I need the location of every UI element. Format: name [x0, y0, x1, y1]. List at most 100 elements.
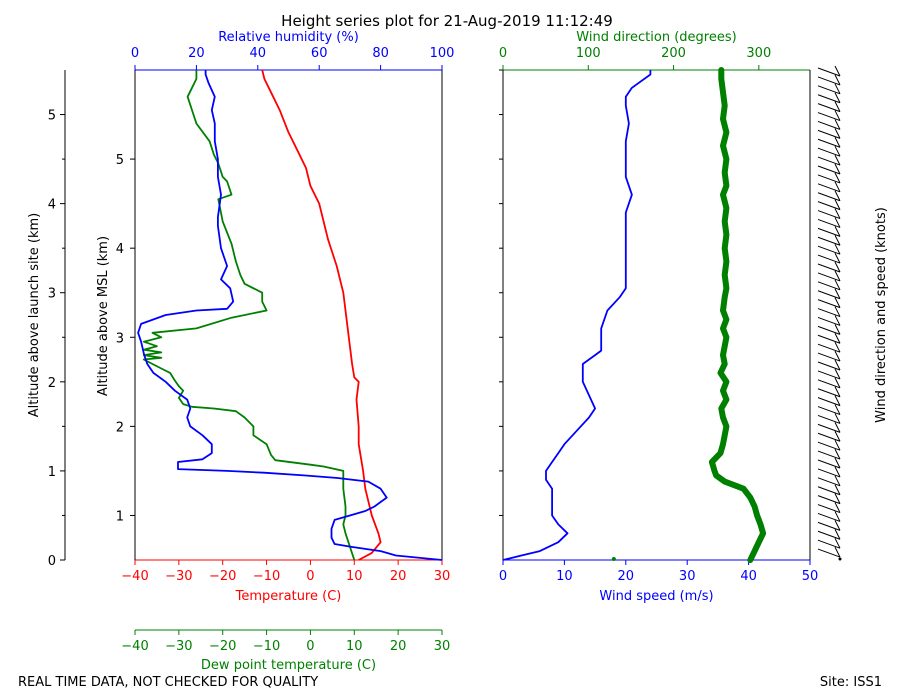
wind-barb-flag — [834, 288, 841, 299]
wind-barb-flag — [834, 119, 841, 130]
wind-barb-flag — [834, 466, 841, 478]
wind-barb-staff — [817, 468, 841, 478]
wind-barb-staff — [817, 361, 841, 371]
wind-barb-staff — [817, 406, 841, 416]
altitude-launch-tick-label: 3 — [48, 287, 56, 302]
rh-tick-label: 80 — [372, 46, 389, 61]
wind-barb-flag — [834, 341, 841, 353]
wind-barb — [817, 154, 841, 166]
wind-barb — [817, 431, 841, 442]
wind-barb-staff — [817, 530, 841, 540]
dewpoint-tick-label: −10 — [253, 639, 280, 654]
altitude-msl-label: Altitude above MSL (km) — [96, 236, 111, 396]
wind-barb — [817, 83, 841, 95]
wind-barb-flag — [834, 386, 841, 397]
wind-barb — [817, 377, 841, 389]
dewpoint-line — [142, 70, 356, 561]
rh-line — [137, 70, 443, 561]
wind-barb — [817, 422, 841, 433]
wind-barb-staff — [817, 512, 841, 522]
temperature-line — [261, 69, 382, 561]
wind-barb-flag — [834, 350, 841, 362]
wind-barb-staff — [817, 245, 841, 255]
wind-barb-flag — [834, 235, 841, 246]
wind-barb-flag — [834, 83, 841, 95]
wind-barb-staff — [817, 432, 841, 442]
rh-tick-label: 100 — [430, 46, 455, 61]
wind-barb-flag — [834, 101, 841, 112]
altitude-msl-tick-label: 2 — [116, 420, 124, 435]
wind-barb-staff — [817, 548, 841, 558]
wind-barb-flag — [834, 128, 841, 139]
wind-barb — [817, 145, 841, 157]
wind-barb-staff — [817, 352, 841, 362]
wind-barb-flag — [834, 422, 841, 433]
wind-speed-line — [502, 70, 652, 561]
wind-barb-staff — [817, 174, 841, 184]
wind-barb-flag — [834, 172, 841, 184]
wind-barb-staff — [817, 450, 841, 460]
wspd-tick-label: 40 — [740, 569, 757, 584]
wind-barb-flag — [834, 431, 841, 442]
wind-barb-flag — [834, 261, 841, 273]
wind-barb — [817, 270, 841, 282]
temp-axis-label: Temperature (C) — [235, 589, 342, 604]
altitude-launch-tick-label: 1 — [48, 465, 56, 480]
wind-barb-flag — [834, 217, 841, 228]
wind-barb-staff — [817, 441, 841, 451]
wind-barb-flag — [834, 546, 841, 558]
wind-barb-staff — [817, 486, 841, 496]
rh-axis-label: Relative humidity (%) — [218, 30, 359, 45]
wind-barb-flag — [834, 181, 841, 193]
altitude-msl-tick-label: 1 — [116, 509, 124, 524]
temp-tick-label: −20 — [209, 569, 236, 584]
wind-barb-flag — [834, 297, 841, 308]
wind-barb-flag — [834, 92, 841, 103]
wind-barb-staff — [817, 334, 841, 344]
wind-barb-staff — [817, 272, 841, 282]
wind-panel: 0 10 20 30 40 50 Wind speed (m/s) 0 100 200 300 Win… — [499, 30, 889, 604]
wind-barb-staff — [817, 299, 841, 309]
wind-barb — [817, 65, 841, 77]
wind-barb-flag — [834, 368, 841, 380]
wind-barb — [817, 297, 841, 309]
wind-barb — [817, 163, 841, 175]
wind-barb — [817, 448, 841, 460]
wind-barb-flag — [834, 199, 841, 210]
wind-barb — [817, 439, 841, 451]
wind-barb-staff — [817, 495, 841, 505]
wind-barb-flag — [834, 137, 841, 148]
wind-barb-flag — [834, 520, 841, 531]
dewpoint-tick-label: −30 — [165, 639, 192, 654]
wind-barb — [817, 235, 841, 246]
rh-tick-label: 0 — [131, 46, 139, 61]
dewpoint-tick-label: 10 — [346, 639, 363, 654]
wind-barb-staff — [817, 183, 841, 193]
wind-barb-flag — [834, 110, 841, 121]
wind-barb-staff — [817, 210, 841, 220]
wind-barb-staff — [817, 254, 841, 264]
altitude-msl-tick-label: 3 — [116, 331, 124, 346]
wind-barb-staff — [817, 192, 841, 202]
wind-barb-staff — [817, 76, 841, 86]
wind-barb-staff — [817, 343, 841, 353]
wind-barb — [817, 324, 841, 335]
wind-barb-staff — [817, 165, 841, 175]
wind-barb-flag — [834, 377, 841, 389]
altitude-launch-label: Altitude above launch site (km) — [27, 213, 42, 417]
temp-tick-label: −40 — [121, 569, 148, 584]
wind-barb-staff — [817, 477, 841, 487]
wind-barb-flag — [834, 404, 841, 415]
wind-barb-staff — [817, 397, 841, 407]
altitude-launch-tick-label: 5 — [48, 109, 56, 124]
wind-direction-line — [708, 67, 767, 563]
wind-barb — [817, 404, 841, 416]
wind-barb — [817, 359, 841, 371]
wind-barb-flag — [834, 448, 841, 460]
wdir-axis-label: Wind direction (degrees) — [576, 30, 736, 45]
wind-barb — [817, 190, 841, 202]
dewpoint-tick-label: 0 — [306, 639, 314, 654]
wind-barb — [817, 502, 841, 514]
wind-barb-flag — [834, 154, 841, 166]
